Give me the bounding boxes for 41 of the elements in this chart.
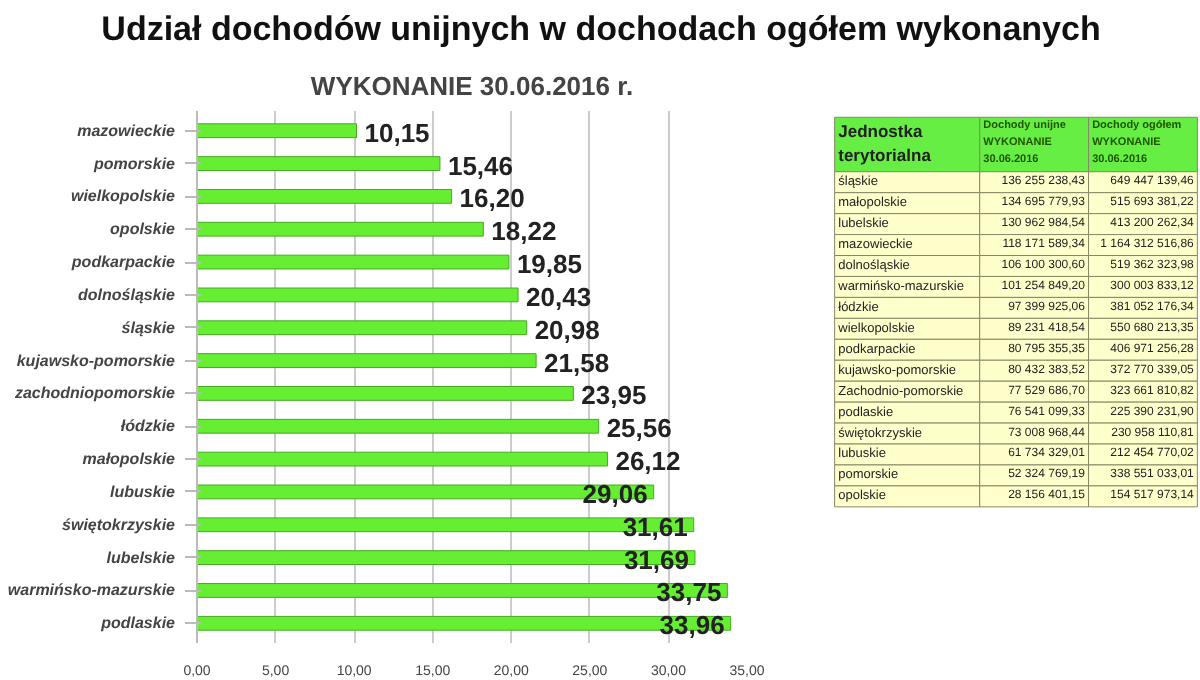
y-tick-label: świętokrzyskie	[62, 515, 177, 534]
bar	[197, 123, 357, 139]
chart-subtitle: WYKONANIE 30.06.2016 r.	[310, 71, 634, 101]
bar	[197, 386, 574, 401]
y-tick-label: zachodniopomorskie	[12, 384, 177, 403]
bar	[197, 156, 441, 171]
bar	[197, 353, 537, 368]
y-tick-label: łódzkie	[120, 417, 177, 436]
bar	[197, 320, 528, 336]
y-tick-label: pomorskie	[92, 154, 177, 173]
bar	[197, 418, 600, 434]
y-tick-label: dolnośląskie	[78, 285, 177, 304]
data-label: 26,12	[615, 446, 681, 477]
y-tick-label: małopolskie	[82, 450, 177, 469]
bar	[197, 221, 484, 237]
data-label: 25,56	[606, 413, 672, 444]
y-tick-label: śląskie	[121, 318, 177, 337]
bar	[197, 287, 519, 303]
data-label: 15,46	[447, 150, 514, 181]
bar	[197, 188, 453, 204]
data-label: 19,85	[516, 249, 583, 280]
y-tick-label: wielkopolskie	[70, 187, 177, 206]
data-label: 20,43	[526, 281, 592, 312]
data-label: 18,22	[491, 216, 557, 247]
data-label: 21,58	[544, 347, 610, 378]
y-tick-label: podlaskie	[99, 614, 177, 633]
y-tick-label: lubuskie	[110, 482, 177, 501]
text: Jednostka terytorialna	[838, 121, 932, 165]
y-tick-label: mazowieckie	[77, 121, 177, 140]
y-tick-label: podkarpackie	[69, 253, 177, 272]
y-tick-label: lubelskie	[106, 548, 177, 567]
y-tick-label: opolskie	[110, 220, 177, 239]
data-label: 20,98	[534, 314, 600, 345]
data-label: 16,20	[459, 183, 525, 214]
y-tick-label: kujawsko-pomorskie	[16, 351, 177, 370]
bar	[197, 451, 608, 467]
data-label: 23,95	[581, 380, 647, 411]
data-label: 10,15	[364, 117, 430, 148]
bar	[197, 254, 510, 270]
y-tick-label: warmińsko-mazurskie	[7, 581, 177, 600]
chart-title: Udział dochodów unijnych w dochodach ogółem wykonanych	[101, 10, 1101, 48]
